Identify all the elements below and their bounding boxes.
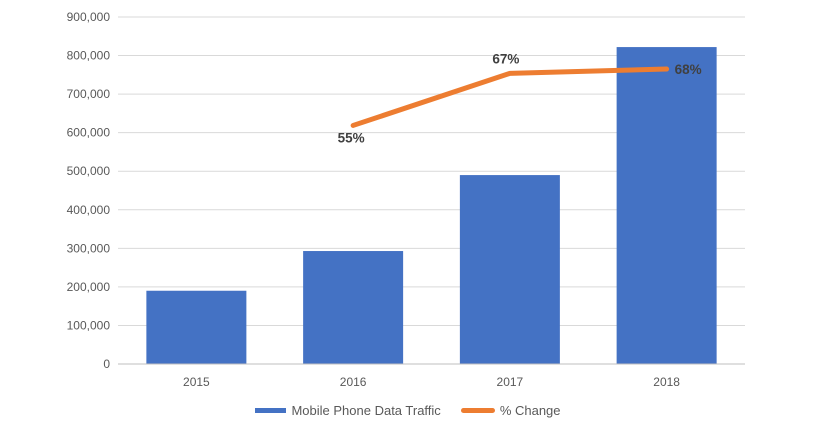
data-label-67pct: 67% (492, 51, 519, 66)
y-axis-tick-label: 300,000 (67, 241, 111, 255)
legend-label: % Change (499, 403, 561, 418)
x-axis-label-2018: 2018 (653, 375, 680, 389)
y-axis-tick-label: 700,000 (67, 87, 111, 101)
y-axis-tick-label: 600,000 (67, 126, 111, 140)
bar-2016[interactable] (303, 251, 404, 364)
y-axis-tick-label: 900,000 (67, 10, 111, 24)
line-swatch-icon (460, 408, 495, 413)
percent-change-line[interactable] (350, 66, 670, 128)
y-axis-tick-label: 0 (103, 357, 110, 371)
y-axis-tick-label: 800,000 (67, 49, 111, 63)
legend-item-mobile-phone-data-traffic[interactable]: Mobile Phone Data Traffic (255, 403, 441, 418)
x-axis-label-2017: 2017 (497, 375, 524, 389)
data-label-68pct: 68% (675, 62, 702, 77)
y-axis-tick-label: 400,000 (67, 203, 111, 217)
legend-label: Mobile Phone Data Traffic (291, 403, 441, 418)
bar-2017[interactable] (459, 175, 560, 364)
bar-swatch-icon (255, 408, 287, 413)
x-axis-label-2016: 2016 (340, 375, 367, 389)
y-axis-tick-label: 100,000 (67, 318, 111, 332)
data-label-55pct: 55% (338, 130, 365, 145)
y-axis-tick-label: 500,000 (67, 164, 111, 178)
bar-2018[interactable] (616, 47, 717, 364)
legend: Mobile Phone Data Traffic % Change (0, 403, 816, 418)
x-axis-label-2015: 2015 (183, 375, 210, 389)
bar-2015[interactable] (146, 290, 247, 364)
legend-item-percent-change[interactable]: % Change (460, 403, 561, 418)
y-axis-tick-label: 200,000 (67, 280, 111, 294)
